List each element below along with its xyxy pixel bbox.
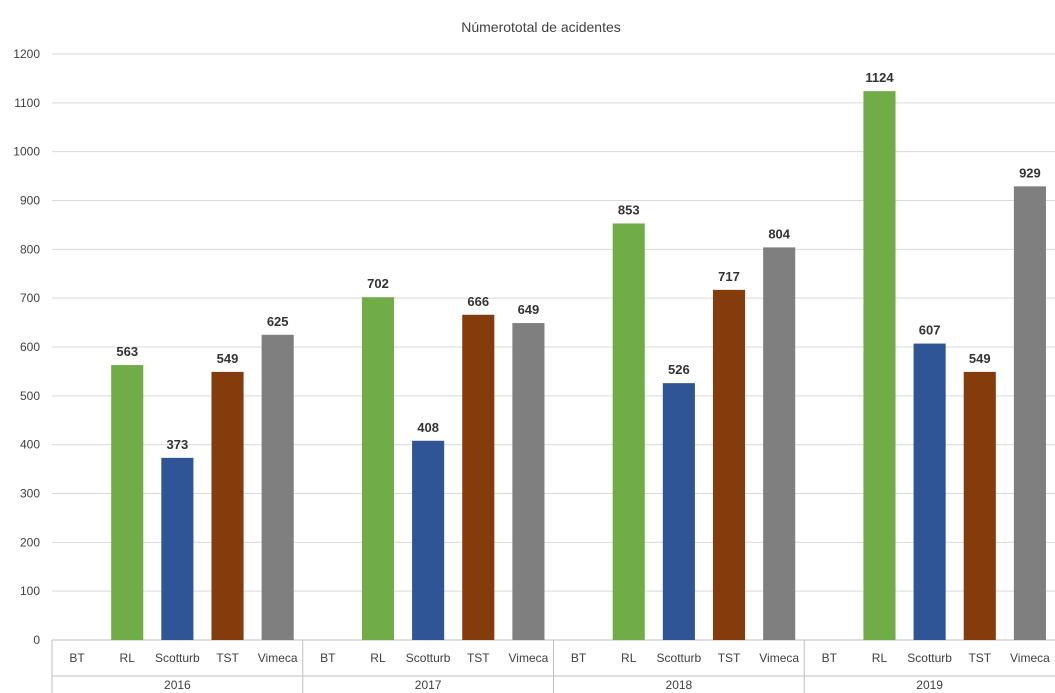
data-label: 929 xyxy=(1019,165,1041,180)
y-tick-label: 1200 xyxy=(13,47,40,61)
data-label: 526 xyxy=(668,362,690,377)
y-tick-label: 800 xyxy=(20,242,40,256)
y-tick-label: 500 xyxy=(20,389,40,403)
y-tick-label: 300 xyxy=(20,487,40,501)
bar-2017-rl xyxy=(361,297,395,640)
data-label: 549 xyxy=(969,351,991,366)
x-category-label: BT xyxy=(69,651,85,665)
data-label: 666 xyxy=(467,294,489,309)
x-category-label: TST xyxy=(718,651,741,665)
x-group-label: 2016 xyxy=(164,678,191,692)
x-category-label: Vimeca xyxy=(759,651,799,665)
x-group-label: 2017 xyxy=(415,678,442,692)
x-category-label: TST xyxy=(216,651,239,665)
x-group-label: 2019 xyxy=(916,678,943,692)
data-label: 607 xyxy=(919,323,941,338)
bar-2016-tst xyxy=(211,371,244,640)
x-group-label: 2018 xyxy=(666,678,693,692)
y-tick-label: 1100 xyxy=(14,96,40,110)
x-category-label: TST xyxy=(467,651,490,665)
data-label: 408 xyxy=(417,420,439,435)
x-category-label: RL xyxy=(621,651,637,665)
bar-2017-scotturb xyxy=(412,440,445,640)
data-label: 625 xyxy=(267,314,289,329)
data-label: 649 xyxy=(518,302,540,317)
chart-title: Númerototal de acidentes xyxy=(461,19,621,35)
y-tick-label: 200 xyxy=(20,535,40,549)
gridlines xyxy=(52,53,1055,641)
bar-2018-scotturb xyxy=(662,383,695,640)
bar-2018-tst xyxy=(712,289,746,640)
x-category-label: BT xyxy=(320,651,336,665)
x-category-label: Vimeca xyxy=(1010,651,1050,665)
data-label: 373 xyxy=(167,437,189,452)
x-category-label: RL xyxy=(872,651,888,665)
x-category-label: Scotturb xyxy=(907,651,952,665)
data-label: 804 xyxy=(768,226,790,241)
bar-2016-scotturb xyxy=(161,457,194,640)
data-label: 563 xyxy=(116,344,138,359)
bar-2018-rl xyxy=(612,223,645,640)
data-label: 1124 xyxy=(865,70,894,85)
x-category-label: BT xyxy=(822,651,838,665)
y-tick-label: 600 xyxy=(20,340,40,354)
bar-2019-scotturb xyxy=(913,343,946,640)
x-category-label: Vimeca xyxy=(509,651,549,665)
bar-2017-vimeca xyxy=(512,323,545,640)
x-category-label: Vimeca xyxy=(258,651,298,665)
x-category-label: RL xyxy=(370,651,386,665)
bar-2019-vimeca xyxy=(1013,186,1046,641)
y-tick-label: 1000 xyxy=(13,145,40,159)
bar-2017-tst xyxy=(462,314,495,640)
x-category-label: Scotturb xyxy=(406,651,451,665)
x-category-label: TST xyxy=(968,651,991,665)
x-axis: BT RL Scotturb TST Vimeca 2016 BT RL Scotturb TST… xyxy=(51,640,1055,693)
bars xyxy=(111,91,1046,641)
y-tick-label: 900 xyxy=(20,194,40,208)
x-category-label: Scotturb xyxy=(155,651,200,665)
x-category-label: BT xyxy=(571,651,587,665)
bar-2016-vimeca xyxy=(261,334,294,640)
y-tick-label: 700 xyxy=(20,291,40,305)
data-label: 549 xyxy=(217,351,239,366)
y-tick-label: 400 xyxy=(20,438,40,452)
y-tick-label: 100 xyxy=(20,584,40,598)
y-tick-label: 0 xyxy=(33,633,40,647)
bar-2018-vimeca xyxy=(763,247,796,640)
bar-2019-rl xyxy=(863,91,896,640)
x-category-label: RL xyxy=(120,651,136,665)
bar-2016-rl xyxy=(111,365,144,640)
data-label: 853 xyxy=(618,202,640,217)
data-labels: 563 373 549 625 702 408 666 649 853 526 717 804 1124… xyxy=(116,70,1040,452)
x-category-label: Scotturb xyxy=(657,651,702,665)
data-label: 717 xyxy=(718,269,740,284)
y-axis-ticks: 0 100 200 300 400 500 600 700 800 900 1000 1100 1200 xyxy=(13,47,40,647)
data-label: 702 xyxy=(367,276,389,291)
bar-2019-tst xyxy=(963,371,996,640)
